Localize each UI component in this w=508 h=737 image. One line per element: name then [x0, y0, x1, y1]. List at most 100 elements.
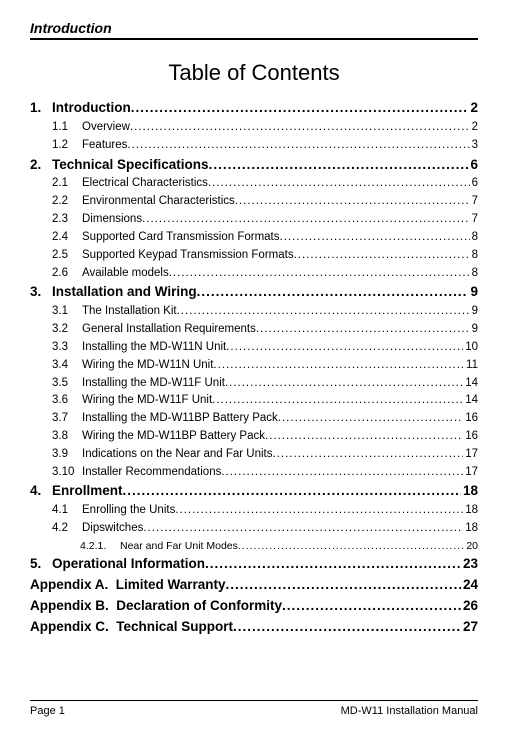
toc-entry-left: 2.2Environmental Characteristics: [30, 193, 235, 211]
toc-number: 2.: [30, 155, 52, 176]
footer: Page 1 MD-W11 Installation Manual: [30, 700, 478, 717]
toc-label: Technical Specifications: [52, 157, 209, 172]
toc-entry-left: 2.Technical Specifications: [30, 155, 209, 176]
toc-entry-left: 2.4Supported Card Transmission Formats: [30, 229, 280, 247]
toc-page-number: 8: [470, 229, 478, 247]
toc-page-number: 17: [463, 446, 478, 464]
toc-page-number: 10: [463, 339, 478, 357]
toc-label: Overview: [82, 121, 130, 133]
toc-page-number: 26: [461, 596, 478, 617]
toc-row: 3.Installation and Wiring 9: [30, 282, 478, 303]
footer-page: Page 1: [30, 705, 65, 717]
toc-leader-dots: [197, 282, 469, 303]
toc-page-number: 11: [464, 357, 478, 375]
toc-row: 3.1The Installation Kit9: [30, 303, 478, 321]
toc-entry-left: 3.2General Installation Requirements: [30, 321, 256, 339]
toc-row: Appendix C. Technical Support 27: [30, 617, 478, 638]
toc-leader-dots: [235, 193, 470, 211]
toc-number: 1.2: [52, 137, 82, 155]
toc-page-number: 9: [470, 303, 478, 321]
toc-number: 1.: [30, 98, 52, 119]
toc-entry-left: Appendix B. Declaration of Conformity: [30, 596, 282, 617]
running-head: Introduction: [30, 20, 478, 40]
toc-number: 4.1: [52, 502, 82, 520]
page: Introduction Table of Contents 1.Introdu…: [0, 0, 508, 737]
toc-label: Dimensions: [82, 213, 142, 225]
toc-leader-dots: [294, 247, 470, 265]
toc-leader-dots: [226, 575, 461, 596]
toc-label: Installing the MD-W11BP Battery Pack: [82, 412, 278, 424]
toc-leader-dots: [280, 229, 470, 247]
toc-row: 2.Technical Specifications 6: [30, 155, 478, 176]
toc-number: 3.: [30, 282, 52, 303]
toc-leader-dots: [225, 375, 463, 393]
toc-leader-dots: [238, 538, 464, 554]
toc-row: 2.3Dimensions7: [30, 211, 478, 229]
toc-leader-dots: [256, 321, 470, 339]
toc-entry-left: 5.Operational Information: [30, 554, 205, 575]
toc-row: Appendix A. Limited Warranty 24: [30, 575, 478, 596]
toc-number: 4.2: [52, 520, 82, 538]
toc-leader-dots: [169, 265, 470, 283]
toc-row: Appendix B. Declaration of Conformity 26: [30, 596, 478, 617]
toc-page-number: 18: [463, 520, 478, 538]
toc-number: Appendix C.: [30, 619, 116, 634]
toc-number: 4.2.1.: [80, 538, 120, 554]
toc-label: Introduction: [52, 100, 131, 115]
toc-label: Operational Information: [52, 556, 205, 571]
toc-number: 4.: [30, 481, 52, 502]
toc-entry-left: 2.1Electrical Characteristics: [30, 175, 208, 193]
toc-page-number: 9: [468, 282, 478, 303]
toc-entry-left: 2.6Available models: [30, 265, 169, 283]
toc-row: 2.1Electrical Characteristics6: [30, 175, 478, 193]
toc-label: Features: [82, 139, 127, 151]
toc-number: 3.1: [52, 303, 82, 321]
toc-leader-dots: [123, 481, 461, 502]
toc-page-number: 23: [461, 554, 478, 575]
toc-number: 2.4: [52, 229, 82, 247]
toc-label: Declaration of Conformity: [116, 598, 282, 613]
toc-number: 3.9: [52, 446, 82, 464]
toc-page-number: 16: [463, 410, 478, 428]
toc-label: Supported Keypad Transmission Formats: [82, 249, 294, 261]
toc-leader-dots: [177, 303, 470, 321]
toc-entry-left: 3.6Wiring the MD-W11F Unit: [30, 392, 212, 410]
toc-label: Wiring the MD-W11F Unit: [82, 394, 212, 406]
toc-entry-left: 3.8Wiring the MD-W11BP Battery Pack: [30, 428, 265, 446]
toc-entry-left: 3.9Indications on the Near and Far Units: [30, 446, 273, 464]
toc-page-number: 3: [470, 137, 478, 155]
toc-number: 3.8: [52, 428, 82, 446]
toc-page-number: 7: [470, 193, 478, 211]
toc-number: 1.1: [52, 119, 82, 137]
toc-entry-left: 4.2Dipswitches: [30, 520, 143, 538]
toc-leader-dots: [143, 520, 463, 538]
toc-row: 4.1Enrolling the Units18: [30, 502, 478, 520]
toc-title: Table of Contents: [30, 60, 478, 86]
toc-number: 3.3: [52, 339, 82, 357]
toc-leader-dots: [205, 554, 461, 575]
toc-label: Installing the MD-W11N Unit: [82, 341, 226, 353]
toc-leader-dots: [278, 410, 463, 428]
footer-doc-title: MD-W11 Installation Manual: [341, 705, 478, 717]
toc-row: 3.10Installer Recommendations17: [30, 464, 478, 482]
toc-row: 2.5Supported Keypad Transmission Formats…: [30, 247, 478, 265]
toc-leader-dots: [265, 428, 463, 446]
toc-leader-dots: [175, 502, 463, 520]
toc-number: 2.2: [52, 193, 82, 211]
toc-number: 2.6: [52, 265, 82, 283]
toc-label: Installer Recommendations: [82, 466, 221, 478]
toc-leader-dots: [131, 98, 469, 119]
toc-entry-left: Appendix C. Technical Support: [30, 617, 233, 638]
toc-number: 3.5: [52, 375, 82, 393]
toc-row: 4.Enrollment 18: [30, 481, 478, 502]
toc-leader-dots: [221, 464, 463, 482]
toc-page-number: 2: [468, 98, 478, 119]
toc-entry-left: 1.1Overview: [30, 119, 130, 137]
toc-number: 5.: [30, 554, 52, 575]
toc-page-number: 24: [461, 575, 478, 596]
toc-entry-left: 3.10Installer Recommendations: [30, 464, 221, 482]
toc-row: 4.2.1.Near and Far Unit Modes20: [30, 538, 478, 554]
toc-label: Environmental Characteristics: [82, 195, 235, 207]
toc-row: 1.2Features 3: [30, 137, 478, 155]
toc-entry-left: 1.Introduction: [30, 98, 131, 119]
